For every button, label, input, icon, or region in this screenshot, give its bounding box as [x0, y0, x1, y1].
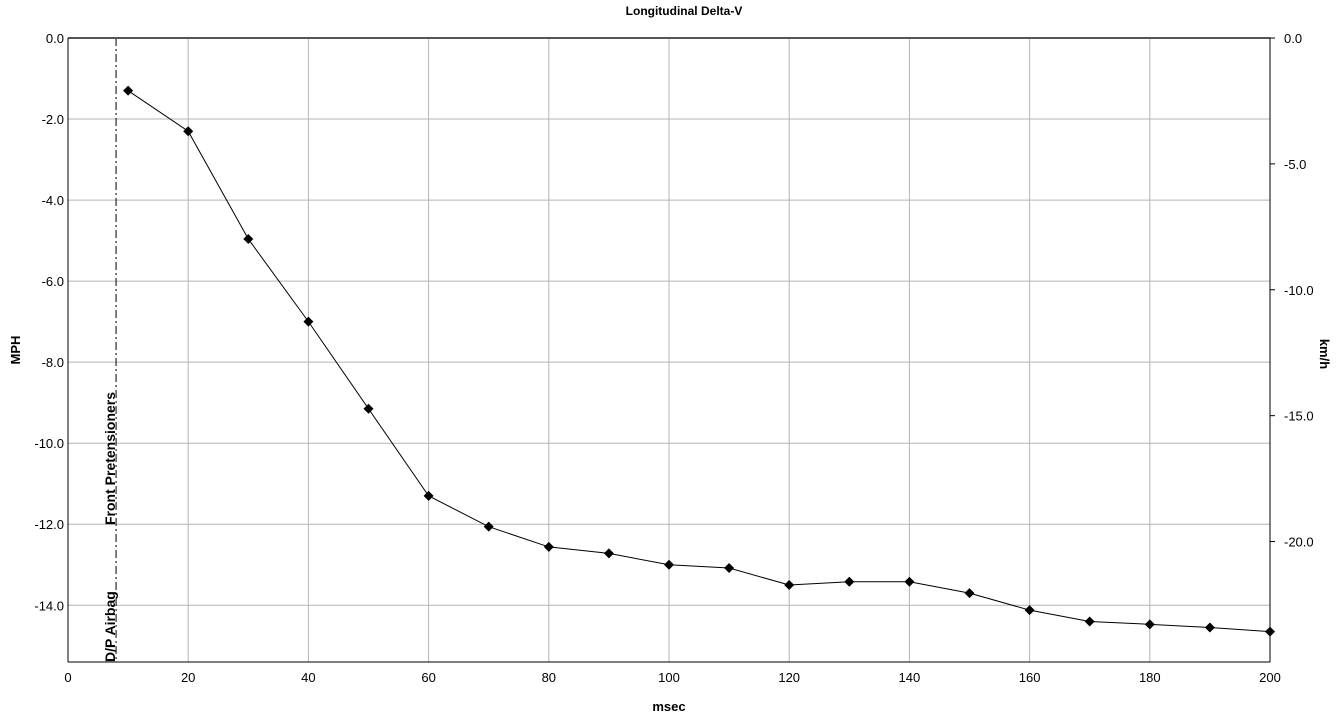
data-point [183, 126, 194, 137]
y2-tick-label: -10.0 [1284, 283, 1314, 298]
series-layer [123, 85, 1275, 637]
data-point [543, 541, 554, 552]
y-tick-label: -2.0 [42, 112, 64, 127]
y2-axis-title: km/h [1317, 339, 1332, 369]
x-tick-label: 60 [421, 670, 435, 685]
data-point [243, 233, 254, 244]
series-line [127, 90, 1271, 633]
x-tick-label: 200 [1259, 670, 1281, 685]
y2-tick-label: -5.0 [1284, 157, 1306, 172]
data-point [664, 559, 674, 570]
y-axis-title: MPH [8, 336, 23, 365]
event-lines: Front Pretensioners D/P Airbag [102, 38, 118, 662]
y-tick-label: -8.0 [42, 355, 64, 370]
y-tick-label: -10.0 [34, 436, 64, 451]
x-tick-label: 160 [1019, 670, 1041, 685]
y2-tick-label: 0.0 [1284, 31, 1302, 46]
data-point [603, 548, 614, 559]
x-tick-label: 180 [1139, 670, 1161, 685]
data-point [1204, 622, 1215, 633]
data-point [724, 562, 735, 573]
data-point [483, 521, 494, 532]
x-tick-label: 80 [542, 670, 556, 685]
data-point [844, 576, 855, 587]
data-point [1144, 619, 1155, 630]
tick-labels: 0 20 40 60 80 100 120 140 160 180 200 0.0 -2.0 -4.0 -6… [34, 31, 1313, 685]
data-point [784, 580, 795, 591]
event-label: Front Pretensioners [102, 392, 118, 525]
event-label: D/P Airbag [102, 591, 118, 662]
data-point [423, 490, 434, 501]
data-point [964, 588, 975, 599]
y2-tick-label: -20.0 [1284, 535, 1314, 550]
chart-title: Longitudinal Delta-V [626, 4, 743, 18]
x-tick-label: 140 [899, 670, 921, 685]
y-tick-label: -12.0 [34, 517, 64, 532]
data-point [1024, 605, 1035, 616]
data-point [123, 85, 134, 96]
y-tick-label: -14.0 [34, 598, 64, 613]
data-point [363, 403, 374, 414]
x-tick-label: 120 [778, 670, 800, 685]
grid [68, 38, 1271, 662]
y-tick-label: -6.0 [42, 274, 64, 289]
y-tick-label: -4.0 [42, 193, 64, 208]
x-tick-label: 100 [658, 670, 680, 685]
data-point [1084, 616, 1095, 627]
axes [67, 37, 1275, 663]
x-tick-label: 0 [64, 670, 71, 685]
x-tick-label: 40 [301, 670, 315, 685]
x-axis-title: msec [652, 699, 685, 714]
data-point [303, 316, 314, 327]
data-point [904, 576, 915, 587]
y-tick-label: 0.0 [46, 31, 64, 46]
x-tick-label: 20 [181, 670, 195, 685]
y2-tick-label: -15.0 [1284, 409, 1314, 424]
